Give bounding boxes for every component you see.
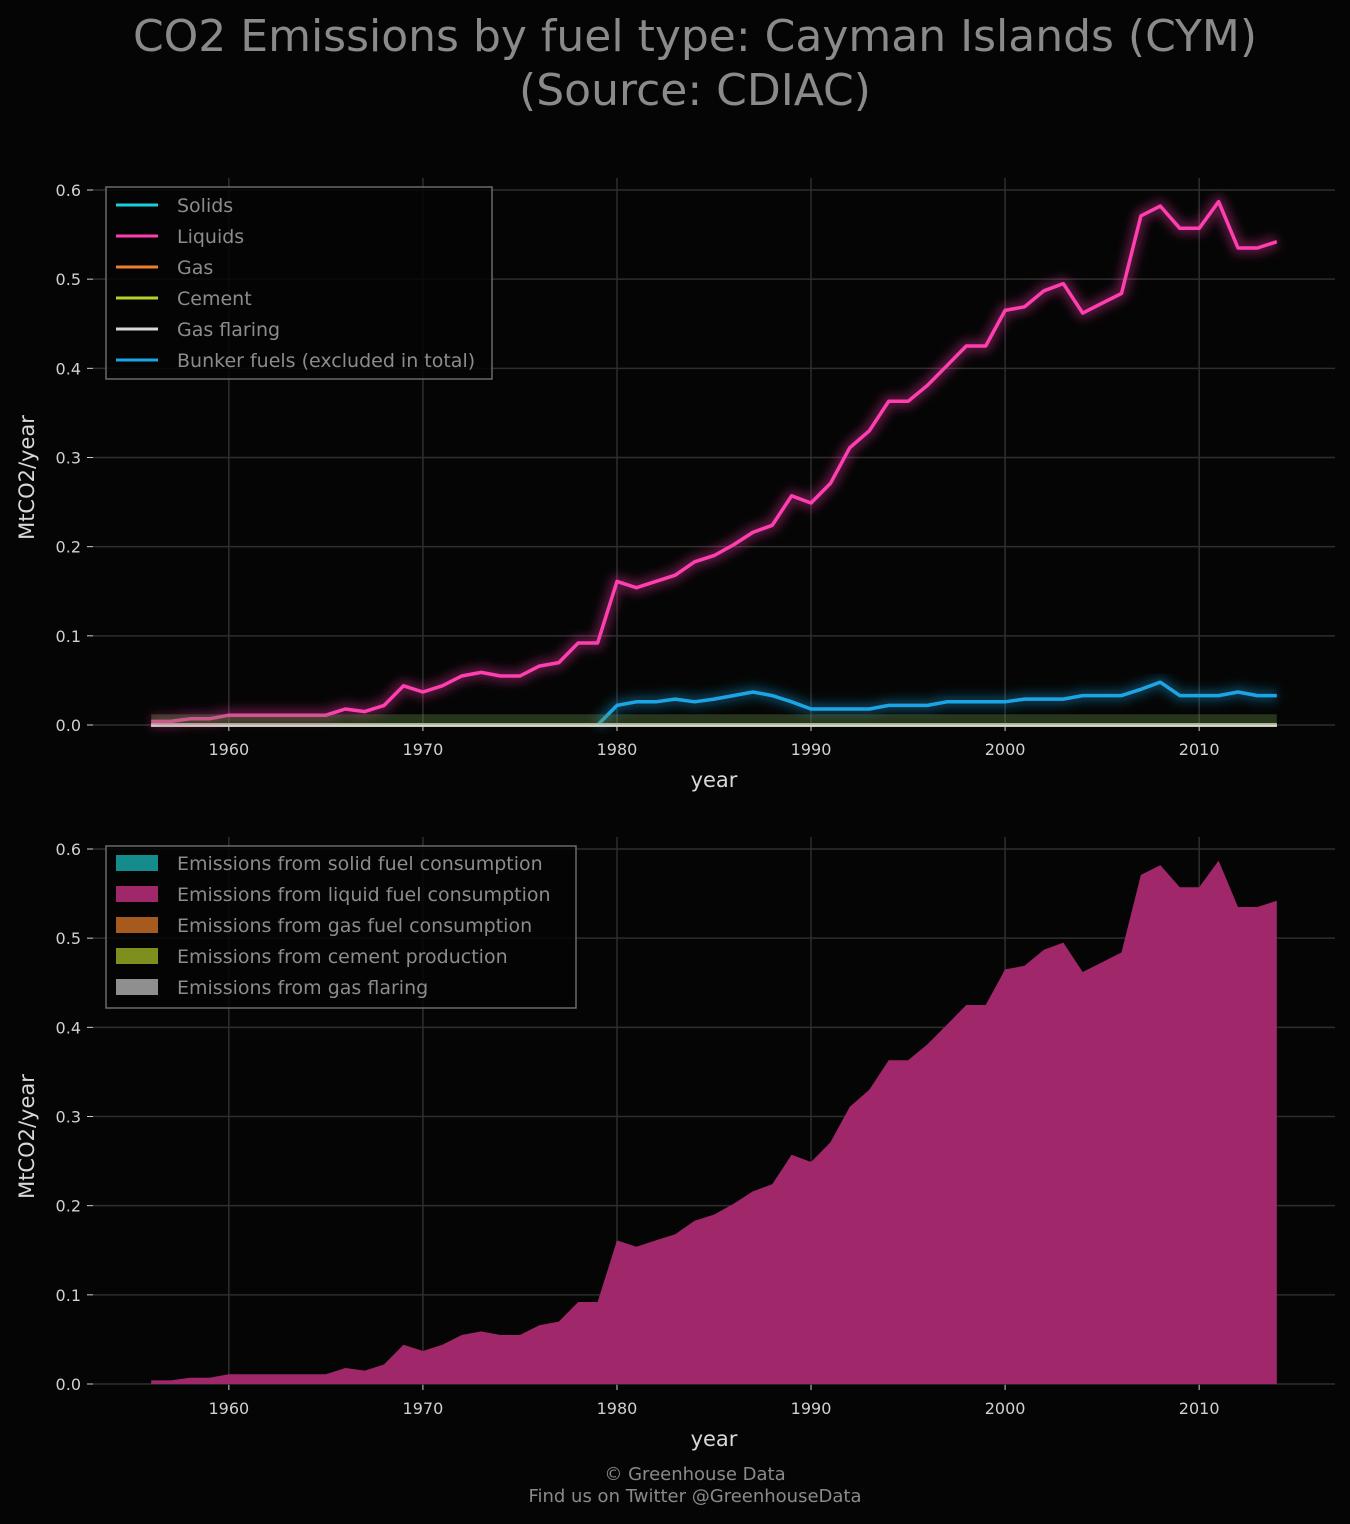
x-axis-title: year xyxy=(691,768,738,792)
x-tick-label: 2010 xyxy=(1179,740,1220,759)
x-tick-label: 2000 xyxy=(985,1399,1026,1418)
legend-label: Liquids xyxy=(177,226,244,248)
legend-label: Bunker fuels (excluded in total) xyxy=(177,350,475,372)
y-tick-label: 0.0 xyxy=(56,1375,81,1394)
x-tick-label: 1980 xyxy=(597,740,638,759)
footer-twitter: Find us on Twitter @GreenhouseData xyxy=(528,1486,862,1507)
legend-label: Solids xyxy=(177,195,233,217)
footer: © Greenhouse Data Find us on Twitter @Gr… xyxy=(0,1464,1350,1508)
chart-title: CO2 Emissions by fuel type: Cayman Islan… xyxy=(0,10,1350,118)
legend-bottom: Emissions from solid fuel consumption Emi… xyxy=(105,845,577,1009)
x-tick-label: 1990 xyxy=(791,740,832,759)
y-tick-label: 0.3 xyxy=(56,449,81,468)
x-tick-label: 1970 xyxy=(403,1399,444,1418)
legend-label: Emissions from gas flaring xyxy=(177,977,428,999)
y-tick-label: 0.3 xyxy=(56,1108,81,1127)
legend-swatch xyxy=(116,886,158,902)
x-tick-label: 1990 xyxy=(791,1399,832,1418)
y-axis-title: MtCO2/year xyxy=(15,415,39,540)
legend-label: Emissions from cement production xyxy=(177,946,508,968)
legend-swatch xyxy=(116,979,158,995)
x-axis-title: year xyxy=(691,1427,738,1451)
y-tick-label: 0.2 xyxy=(56,538,81,557)
x-tick-label: 2000 xyxy=(985,740,1026,759)
x-tick-label: 1970 xyxy=(403,740,444,759)
legend-label: Gas xyxy=(177,257,213,279)
title-line-2: (Source: CDIAC) xyxy=(519,65,871,116)
y-tick-label: 0.1 xyxy=(56,627,81,646)
legend-label: Emissions from gas fuel consumption xyxy=(177,915,532,937)
y-tick-label: 0.0 xyxy=(56,716,81,735)
title-line-1: CO2 Emissions by fuel type: Cayman Islan… xyxy=(132,11,1258,62)
legend-swatch xyxy=(116,917,158,933)
y-tick-label: 0.2 xyxy=(56,1197,81,1216)
y-tick-label: 0.4 xyxy=(56,1018,81,1037)
legend-box xyxy=(105,845,577,1009)
area-chart-panel: 1960 1970 1980 1990 2000 2010 0.0 0.1 0.2 0.3 0.4 0… xyxy=(15,837,1335,1451)
y-tick-label: 0.5 xyxy=(56,270,81,289)
y-tick-label: 0.4 xyxy=(56,359,81,378)
area-emissions-from-liquid-fuel-consumption xyxy=(151,860,1277,1384)
zero-series-band xyxy=(151,714,1277,725)
y-tick-label: 0.6 xyxy=(56,840,81,859)
series-line-bunker-fuels-excluded-in-total- xyxy=(596,680,1277,727)
x-tick-label: 1960 xyxy=(208,740,249,759)
y-tick-label: 0.5 xyxy=(56,929,81,948)
legend-label: Gas flaring xyxy=(177,319,280,341)
legend-label: Cement xyxy=(177,288,252,310)
y-tick-label: 0.6 xyxy=(56,181,81,200)
legend-label: Emissions from solid fuel consumption xyxy=(177,853,543,875)
y-axis-title: MtCO2/year xyxy=(15,1074,39,1199)
series-line-liquids xyxy=(151,199,1278,724)
legend-box xyxy=(105,186,493,380)
legend-label: Emissions from liquid fuel consumption xyxy=(177,884,551,906)
x-tick-label: 1980 xyxy=(597,1399,638,1418)
legend-swatch xyxy=(116,855,158,871)
line-chart-panel: 1960 1970 1980 1990 2000 2010 0.0 0.1 0.2 0.3 0.4 0… xyxy=(15,178,1335,792)
footer-copyright: © Greenhouse Data xyxy=(604,1464,786,1485)
legend-swatch xyxy=(116,948,158,964)
x-tick-label: 2010 xyxy=(1179,1399,1220,1418)
legend-top: Solids Liquids Gas Cement Gas flaring Bunker … xyxy=(105,186,493,380)
x-tick-label: 1960 xyxy=(208,1399,249,1418)
y-tick-label: 0.1 xyxy=(56,1286,81,1305)
